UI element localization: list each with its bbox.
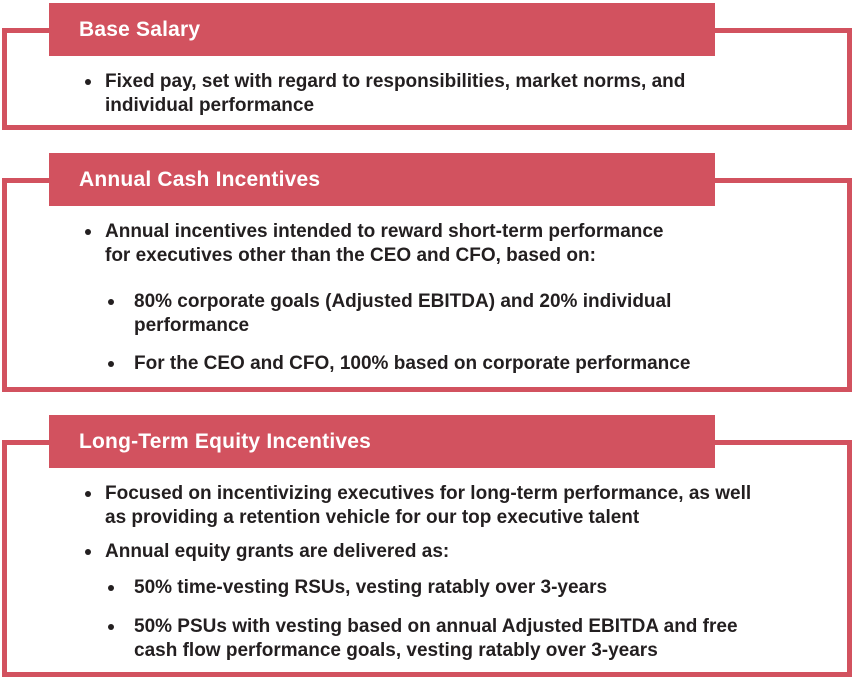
bullet-text: For the CEO and CFO, 100% based on corpo… — [134, 353, 691, 374]
card-body-long-term-equity-incentives: Focused on incentivizing executives for … — [2, 440, 852, 677]
bullet-text: 80% corporate goals (Adjusted EBITDA) an… — [134, 291, 672, 336]
bullet-text: 50% time-vesting RSUs, vesting ratably o… — [134, 577, 608, 598]
sub-bullet-item: 50% PSUs with vesting based on annual Ad… — [7, 615, 839, 663]
card-title: Base Salary — [79, 17, 201, 41]
bullet-text: Focused on incentivizing executives for … — [105, 483, 752, 528]
bullet-icon — [85, 79, 91, 85]
sub-bullet-item: 80% corporate goals (Adjusted EBITDA) an… — [7, 290, 839, 338]
bullet-icon — [108, 624, 114, 630]
bullet-item: Focused on incentivizing executives for … — [7, 482, 839, 530]
card-header-annual-cash-incentives: Annual Cash Incentives — [49, 153, 715, 206]
card-long-term-equity-incentives: Long-Term Equity Incentives Focused on i… — [2, 415, 852, 677]
sub-bullet-item: 50% time-vesting RSUs, vesting ratably o… — [7, 576, 839, 600]
bullet-text: Annual incentives intended to reward sho… — [105, 221, 664, 266]
card-body-annual-cash-incentives: Annual incentives intended to reward sho… — [2, 178, 852, 392]
bullet-icon — [108, 585, 114, 591]
card-header-long-term-equity-incentives: Long-Term Equity Incentives — [49, 415, 715, 468]
card-header-base-salary: Base Salary — [49, 3, 715, 56]
card-base-salary: Base Salary Fixed pay, set with regard t… — [2, 3, 852, 130]
bullet-icon — [108, 361, 114, 367]
card-title: Annual Cash Incentives — [79, 167, 321, 191]
bullet-text: Annual equity grants are delivered as: — [105, 541, 450, 562]
bullet-icon — [85, 229, 91, 235]
bullet-icon — [85, 491, 91, 497]
bullet-icon — [85, 549, 91, 555]
sub-bullet-item: For the CEO and CFO, 100% based on corpo… — [7, 352, 839, 376]
bullet-text: 50% PSUs with vesting based on annual Ad… — [134, 616, 738, 661]
bullet-item: Annual incentives intended to reward sho… — [7, 220, 839, 268]
bullet-item: Annual equity grants are delivered as: — [7, 540, 839, 564]
bullet-item: Fixed pay, set with regard to responsibi… — [7, 70, 839, 118]
bullet-icon — [108, 299, 114, 305]
card-annual-cash-incentives: Annual Cash Incentives Annual incentives… — [2, 153, 852, 392]
bullet-text: Fixed pay, set with regard to responsibi… — [105, 71, 686, 116]
card-title: Long-Term Equity Incentives — [79, 429, 372, 453]
